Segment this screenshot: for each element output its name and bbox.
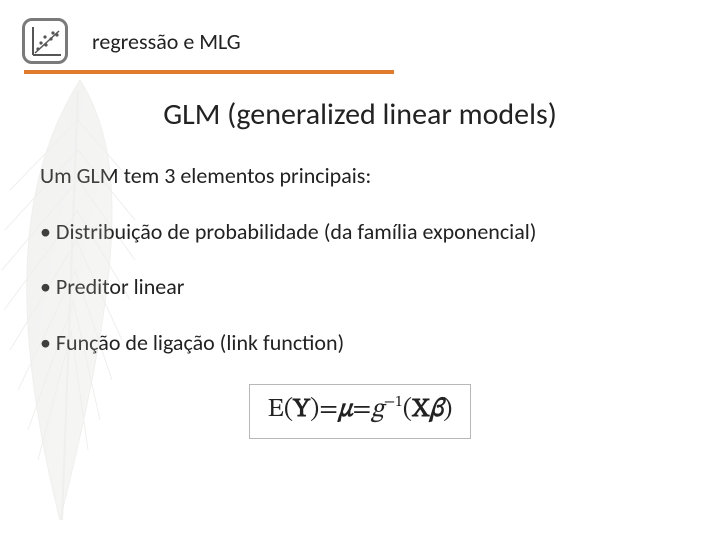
link-g: g — [371, 393, 384, 428]
list-item: • Distribuição de probabilidade (da famí… — [40, 217, 680, 247]
mu-vector: µ — [338, 393, 352, 428]
scatter-logo-icon — [22, 18, 68, 64]
X-matrix: X — [412, 393, 429, 428]
glm-formula: E(Y) = µ = g−1(Xβ) — [249, 384, 472, 439]
beta-vector: β — [429, 393, 443, 428]
breadcrumb: regressão e MLG — [92, 28, 241, 55]
paren-close: ) — [443, 393, 452, 428]
intro-text: Um GLM tem 3 elementos principais: — [40, 161, 680, 191]
inverse-exponent: −1 — [384, 392, 403, 413]
list-item: • Preditor linear — [40, 272, 680, 302]
page-title: GLM (generalized linear models) — [0, 96, 720, 133]
Y-vector: Y — [293, 393, 310, 428]
paren-open: ( — [403, 393, 412, 428]
expectation-op: E — [268, 393, 284, 428]
equals-2: = — [352, 393, 371, 428]
formula-container: E(Y) = µ = g−1(Xβ) — [40, 384, 680, 439]
list-item: • Função de ligação (link function) — [40, 328, 680, 358]
slide-header: regressão e MLG — [0, 0, 720, 64]
equals-1: = — [319, 393, 338, 428]
header-rule — [24, 70, 394, 74]
slide-body: Um GLM tem 3 elementos principais: • Dis… — [0, 133, 720, 439]
